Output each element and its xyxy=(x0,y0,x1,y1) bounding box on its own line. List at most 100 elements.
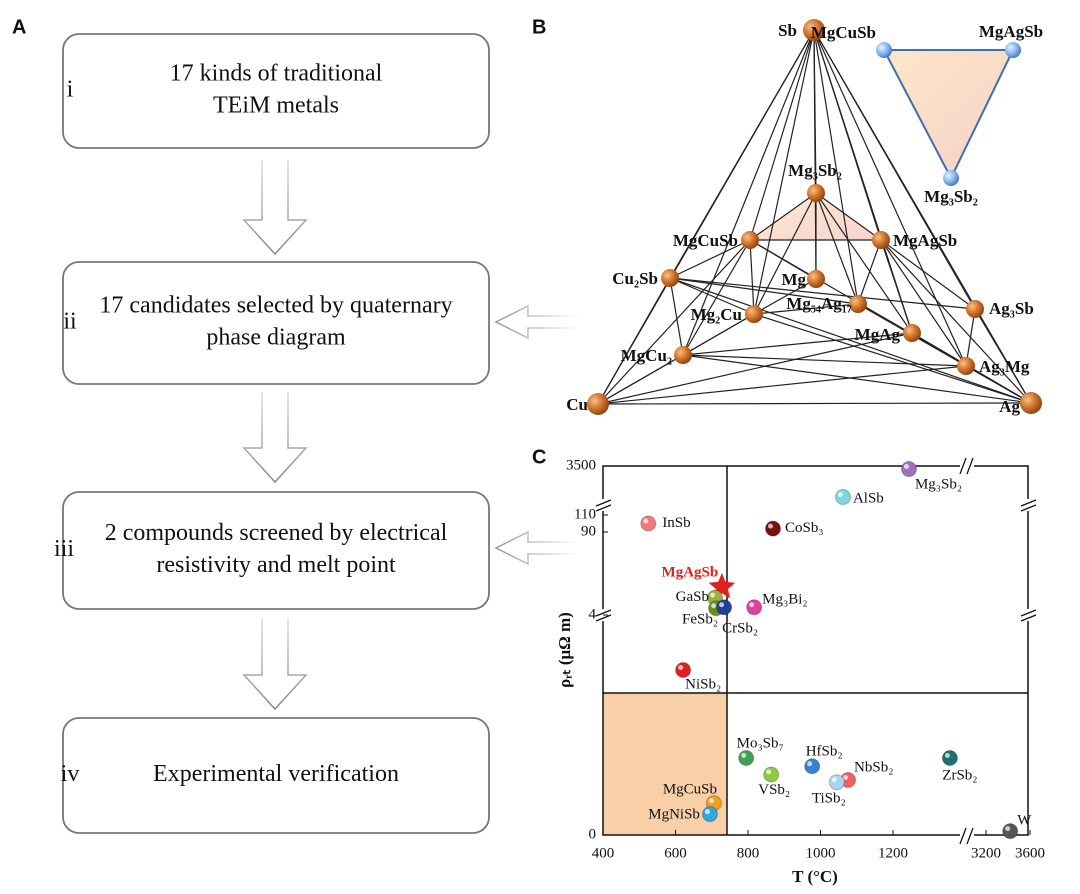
edge xyxy=(815,192,913,334)
point-highlight xyxy=(708,798,714,804)
node-label: Cu xyxy=(566,395,588,414)
point-highlight xyxy=(704,809,710,815)
step-box xyxy=(62,261,490,385)
edge xyxy=(880,239,913,334)
point xyxy=(746,599,763,616)
node xyxy=(957,357,975,375)
edge xyxy=(815,192,882,241)
step-text: phase diagram xyxy=(206,325,346,351)
point-label: CrSb₂ xyxy=(722,621,758,637)
step-box xyxy=(62,717,490,834)
edge xyxy=(880,239,1032,404)
inset-triangle xyxy=(882,49,1015,181)
x-tick-label: 1200 xyxy=(878,845,908,861)
edge xyxy=(753,313,1032,404)
node xyxy=(807,270,825,288)
step-text: 2 compounds screened by electrical xyxy=(105,520,448,546)
y-tick-label: 4 xyxy=(589,606,597,622)
edge xyxy=(753,303,859,315)
x-tick-label: 3200 xyxy=(971,845,1001,861)
edge xyxy=(669,277,755,315)
node xyxy=(587,393,609,415)
edge xyxy=(669,277,1032,404)
point xyxy=(738,750,755,766)
point-label: Mg₃Bi₂ xyxy=(762,592,807,608)
edge xyxy=(682,354,967,367)
node-label: MgAg xyxy=(855,325,901,344)
panel-label: C xyxy=(532,446,546,468)
inset-node xyxy=(876,42,892,58)
point xyxy=(834,489,851,506)
edge xyxy=(813,29,976,310)
step-text: 17 kinds of traditional xyxy=(170,61,383,87)
point-highlight xyxy=(944,753,950,758)
edge xyxy=(813,29,859,305)
panel-label: A xyxy=(12,16,26,38)
panel-label: B xyxy=(532,16,546,38)
node-label: Mg₂Cu xyxy=(691,305,742,324)
point-highlight xyxy=(719,602,725,608)
edge xyxy=(857,239,882,305)
point xyxy=(675,662,692,678)
y-tick-label: 3500 xyxy=(566,457,596,473)
node-label: Ag₃Sb xyxy=(989,299,1034,318)
point xyxy=(941,750,958,766)
node xyxy=(745,305,763,323)
edge xyxy=(669,277,684,356)
edge xyxy=(749,239,755,315)
node-label: Sb xyxy=(778,21,797,40)
x-tick-label: 600 xyxy=(664,845,687,861)
point xyxy=(716,599,733,616)
y-tick-label: 110 xyxy=(574,506,596,522)
edge xyxy=(682,354,1032,404)
edge xyxy=(880,239,976,310)
node-label: Ag xyxy=(999,397,1020,416)
edge xyxy=(682,313,755,356)
inset-label: MgCuSb xyxy=(811,23,876,42)
point-highlight xyxy=(711,603,717,609)
edge xyxy=(753,278,817,315)
node xyxy=(849,295,867,313)
step-box xyxy=(62,491,490,610)
edge xyxy=(597,402,1032,405)
point-highlight xyxy=(741,753,747,758)
down-arrow xyxy=(242,160,308,256)
inset-node xyxy=(943,170,959,186)
step-numeral: iv xyxy=(61,761,80,787)
step-text: resistivity and melt point xyxy=(156,552,396,578)
point-label: W xyxy=(1017,813,1032,829)
point-label: MgCuSb xyxy=(663,782,717,798)
point-label: FeSb₂ xyxy=(682,612,718,628)
point-highlight xyxy=(807,761,813,767)
step-text: TEiM metals xyxy=(213,93,339,119)
point xyxy=(1002,823,1019,840)
edge xyxy=(682,332,913,356)
point-label: AlSb xyxy=(853,490,884,506)
step-numeral: iii xyxy=(54,536,74,562)
point-label: MgNiSb xyxy=(648,807,700,823)
side-arrows xyxy=(494,304,580,566)
edge xyxy=(597,365,967,405)
node xyxy=(741,231,759,249)
down-arrow xyxy=(242,618,308,711)
edge xyxy=(669,277,976,310)
x-tick-label: 800 xyxy=(737,845,760,861)
point-highlight xyxy=(843,775,849,780)
point-highlight xyxy=(768,523,774,529)
node-label: Mg xyxy=(781,270,806,289)
point-highlight xyxy=(837,492,843,498)
step-numeral: i xyxy=(67,77,74,103)
flowchart: i 17 kinds of traditional TEiM metals ii 17 … xyxy=(54,33,490,834)
point xyxy=(804,758,821,775)
plot-frame xyxy=(602,465,1029,836)
inset-label: MgAgSb xyxy=(979,22,1043,41)
edge xyxy=(880,239,967,367)
step-text: Experimental verification xyxy=(153,761,399,787)
point-highlight xyxy=(831,777,837,783)
point-highlight xyxy=(749,602,755,608)
node xyxy=(674,346,692,364)
x-tick-label: 1000 xyxy=(806,845,836,861)
point xyxy=(900,461,917,478)
point xyxy=(701,806,718,823)
